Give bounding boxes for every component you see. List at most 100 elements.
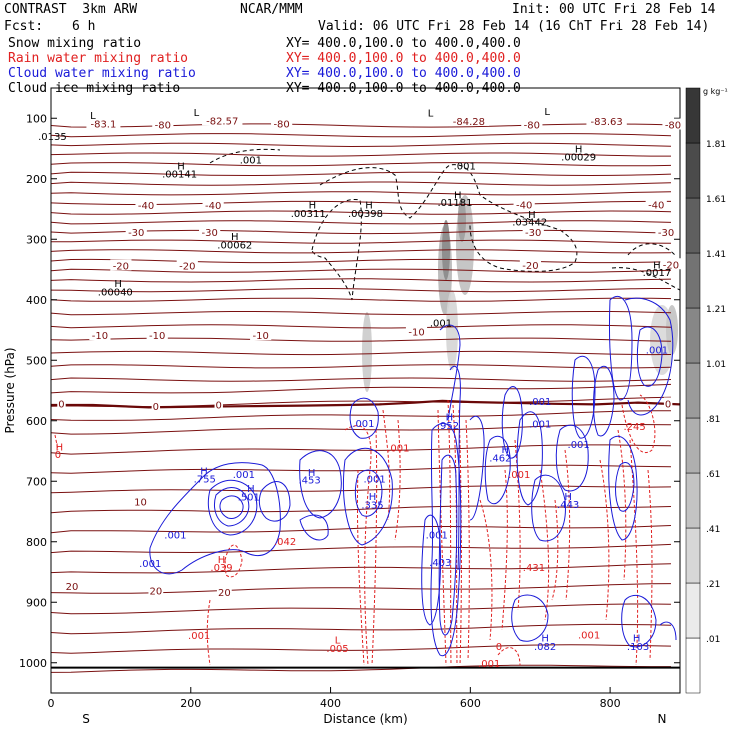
contour-annotation: .03442 — [512, 217, 547, 228]
temperature-label-background — [645, 198, 667, 210]
temperature-label-background — [522, 226, 544, 238]
temperature-contour-label: -10 — [252, 331, 268, 342]
contour-annotation: H — [541, 634, 549, 645]
temperature-contour-line — [50, 297, 672, 302]
y-tick-label: 600 — [26, 415, 47, 428]
colorbar-unit: g kg⁻¹ — [703, 87, 728, 96]
temperature-label-background — [135, 198, 157, 210]
y-tick-label: 400 — [26, 294, 47, 307]
colorbar-segment — [685, 252, 701, 309]
y-tick-label: 800 — [26, 536, 47, 549]
colorbar-tick-label: .81 — [706, 415, 720, 425]
contour-annotation: H — [454, 191, 462, 202]
contour-annotation: .001 — [430, 318, 452, 329]
contour-annotation: .103 — [627, 642, 649, 653]
contour-annotation: .00062 — [217, 240, 252, 251]
temperature-contour-line — [50, 485, 672, 494]
y-tick-label: 100 — [26, 112, 47, 125]
contour-annotation: H — [231, 232, 239, 243]
colorbar-tick-label: 1.01 — [706, 360, 726, 370]
temperature-contour-line — [50, 350, 672, 356]
temperature-contour-line — [50, 123, 672, 128]
y-tick-label: 700 — [26, 475, 47, 488]
temperature-contour-label: -20 — [522, 261, 538, 272]
contour-annotation: H — [369, 492, 377, 503]
temperature-contour-label: 0 — [153, 402, 159, 413]
contour-annotation: .00311 — [291, 209, 326, 220]
temperature-contour-line — [50, 249, 672, 254]
temperature-contour-line — [50, 364, 672, 369]
temperature-label-background — [405, 325, 428, 337]
contour-annotation: L — [335, 635, 341, 646]
contour-annotation: .501 — [238, 493, 260, 504]
temperature-contour-line — [50, 210, 672, 215]
x-tick-label: 0 — [48, 697, 55, 710]
temperature-contour-line — [50, 664, 671, 673]
colorbar-segment — [685, 142, 701, 199]
temperature-label-background — [146, 329, 168, 341]
contour-annotation: L — [428, 108, 434, 119]
contour-annotation: L — [90, 111, 96, 122]
field-name-snow: Snow mixing ratio — [8, 36, 142, 51]
temperature-contour-line — [50, 464, 672, 474]
contour-annotation: .001 — [164, 531, 186, 542]
temperature-label-background — [151, 399, 161, 411]
field-xy-rain: XY= 400.0,100.0 to 400.0,400.0 — [286, 51, 521, 66]
contour-annotation: H — [564, 492, 572, 503]
colorbar-tick-label: .21 — [706, 580, 720, 590]
init-time: Init: 00 UTC Fri 28 Feb 14 — [512, 2, 716, 17]
contour-annotation: .001 — [188, 631, 210, 642]
temperature-contour-line — [50, 288, 671, 293]
temperature-contour-label: -10 — [408, 327, 424, 338]
colorbar-tick-label: .41 — [706, 525, 720, 535]
contour-annotation: H — [309, 200, 317, 211]
contour-annotation: .042 — [274, 537, 296, 548]
colorbar-segment — [685, 582, 701, 639]
contour-annotation: H — [528, 210, 536, 221]
contour-annotation: 0 — [496, 642, 502, 653]
temperature-label-background — [133, 495, 148, 507]
contour-annotation: H — [653, 260, 661, 271]
contour-annotation: 0 — [55, 450, 61, 461]
temperature-contour-line — [50, 383, 672, 394]
temperature-label-background — [662, 118, 684, 130]
temperature-contour-line — [50, 142, 672, 148]
temperature-contour-label: 0 — [665, 399, 671, 410]
x-tick-label: 800 — [600, 697, 621, 710]
colorbar-tick-label: 1.41 — [706, 250, 726, 260]
contour-annotation: .001 — [508, 470, 530, 481]
y-tick-label: 300 — [26, 233, 47, 246]
colorbar-tick-label: 1.81 — [706, 140, 726, 150]
center-title: NCAR/MMM — [240, 2, 303, 17]
colorbar-segment — [685, 87, 701, 144]
contour-annotation: H — [575, 145, 583, 156]
temperature-contour-label: 0 — [216, 401, 222, 412]
contour-annotation: L — [544, 107, 550, 118]
temperature-contour-label: 20 — [218, 588, 231, 599]
temperature-label-background — [519, 258, 542, 270]
contour-annotation: .001 — [529, 419, 551, 430]
contour-annotation: H — [177, 162, 185, 173]
temperature-contour-line — [50, 377, 672, 382]
temperature-contour-line — [50, 603, 672, 615]
contour-annotation: H — [218, 555, 226, 566]
temperature-contour-label: -40 — [516, 200, 532, 211]
temperature-label-background — [152, 118, 174, 130]
freezing-level-line — [50, 399, 681, 409]
temperature-contour-line — [50, 505, 672, 514]
temperature-label-background — [199, 226, 221, 238]
y-axis-label: Pressure (hPa) — [3, 347, 17, 433]
temperature-contour-label: -80 — [273, 119, 289, 130]
temperature-contour-line — [50, 410, 672, 421]
temperature-contour-label: 10 — [134, 497, 147, 508]
temperature-contour-line — [50, 181, 672, 186]
contour-annotation: H — [633, 634, 641, 645]
temperature-contour-label: -80 — [155, 121, 171, 132]
contour-annotation: .001 — [426, 531, 448, 542]
temperature-contour-line — [50, 337, 672, 342]
temperature-contour-line — [50, 444, 672, 455]
temperature-contour-line — [50, 162, 672, 167]
contour-annotation: .001 — [233, 470, 255, 481]
